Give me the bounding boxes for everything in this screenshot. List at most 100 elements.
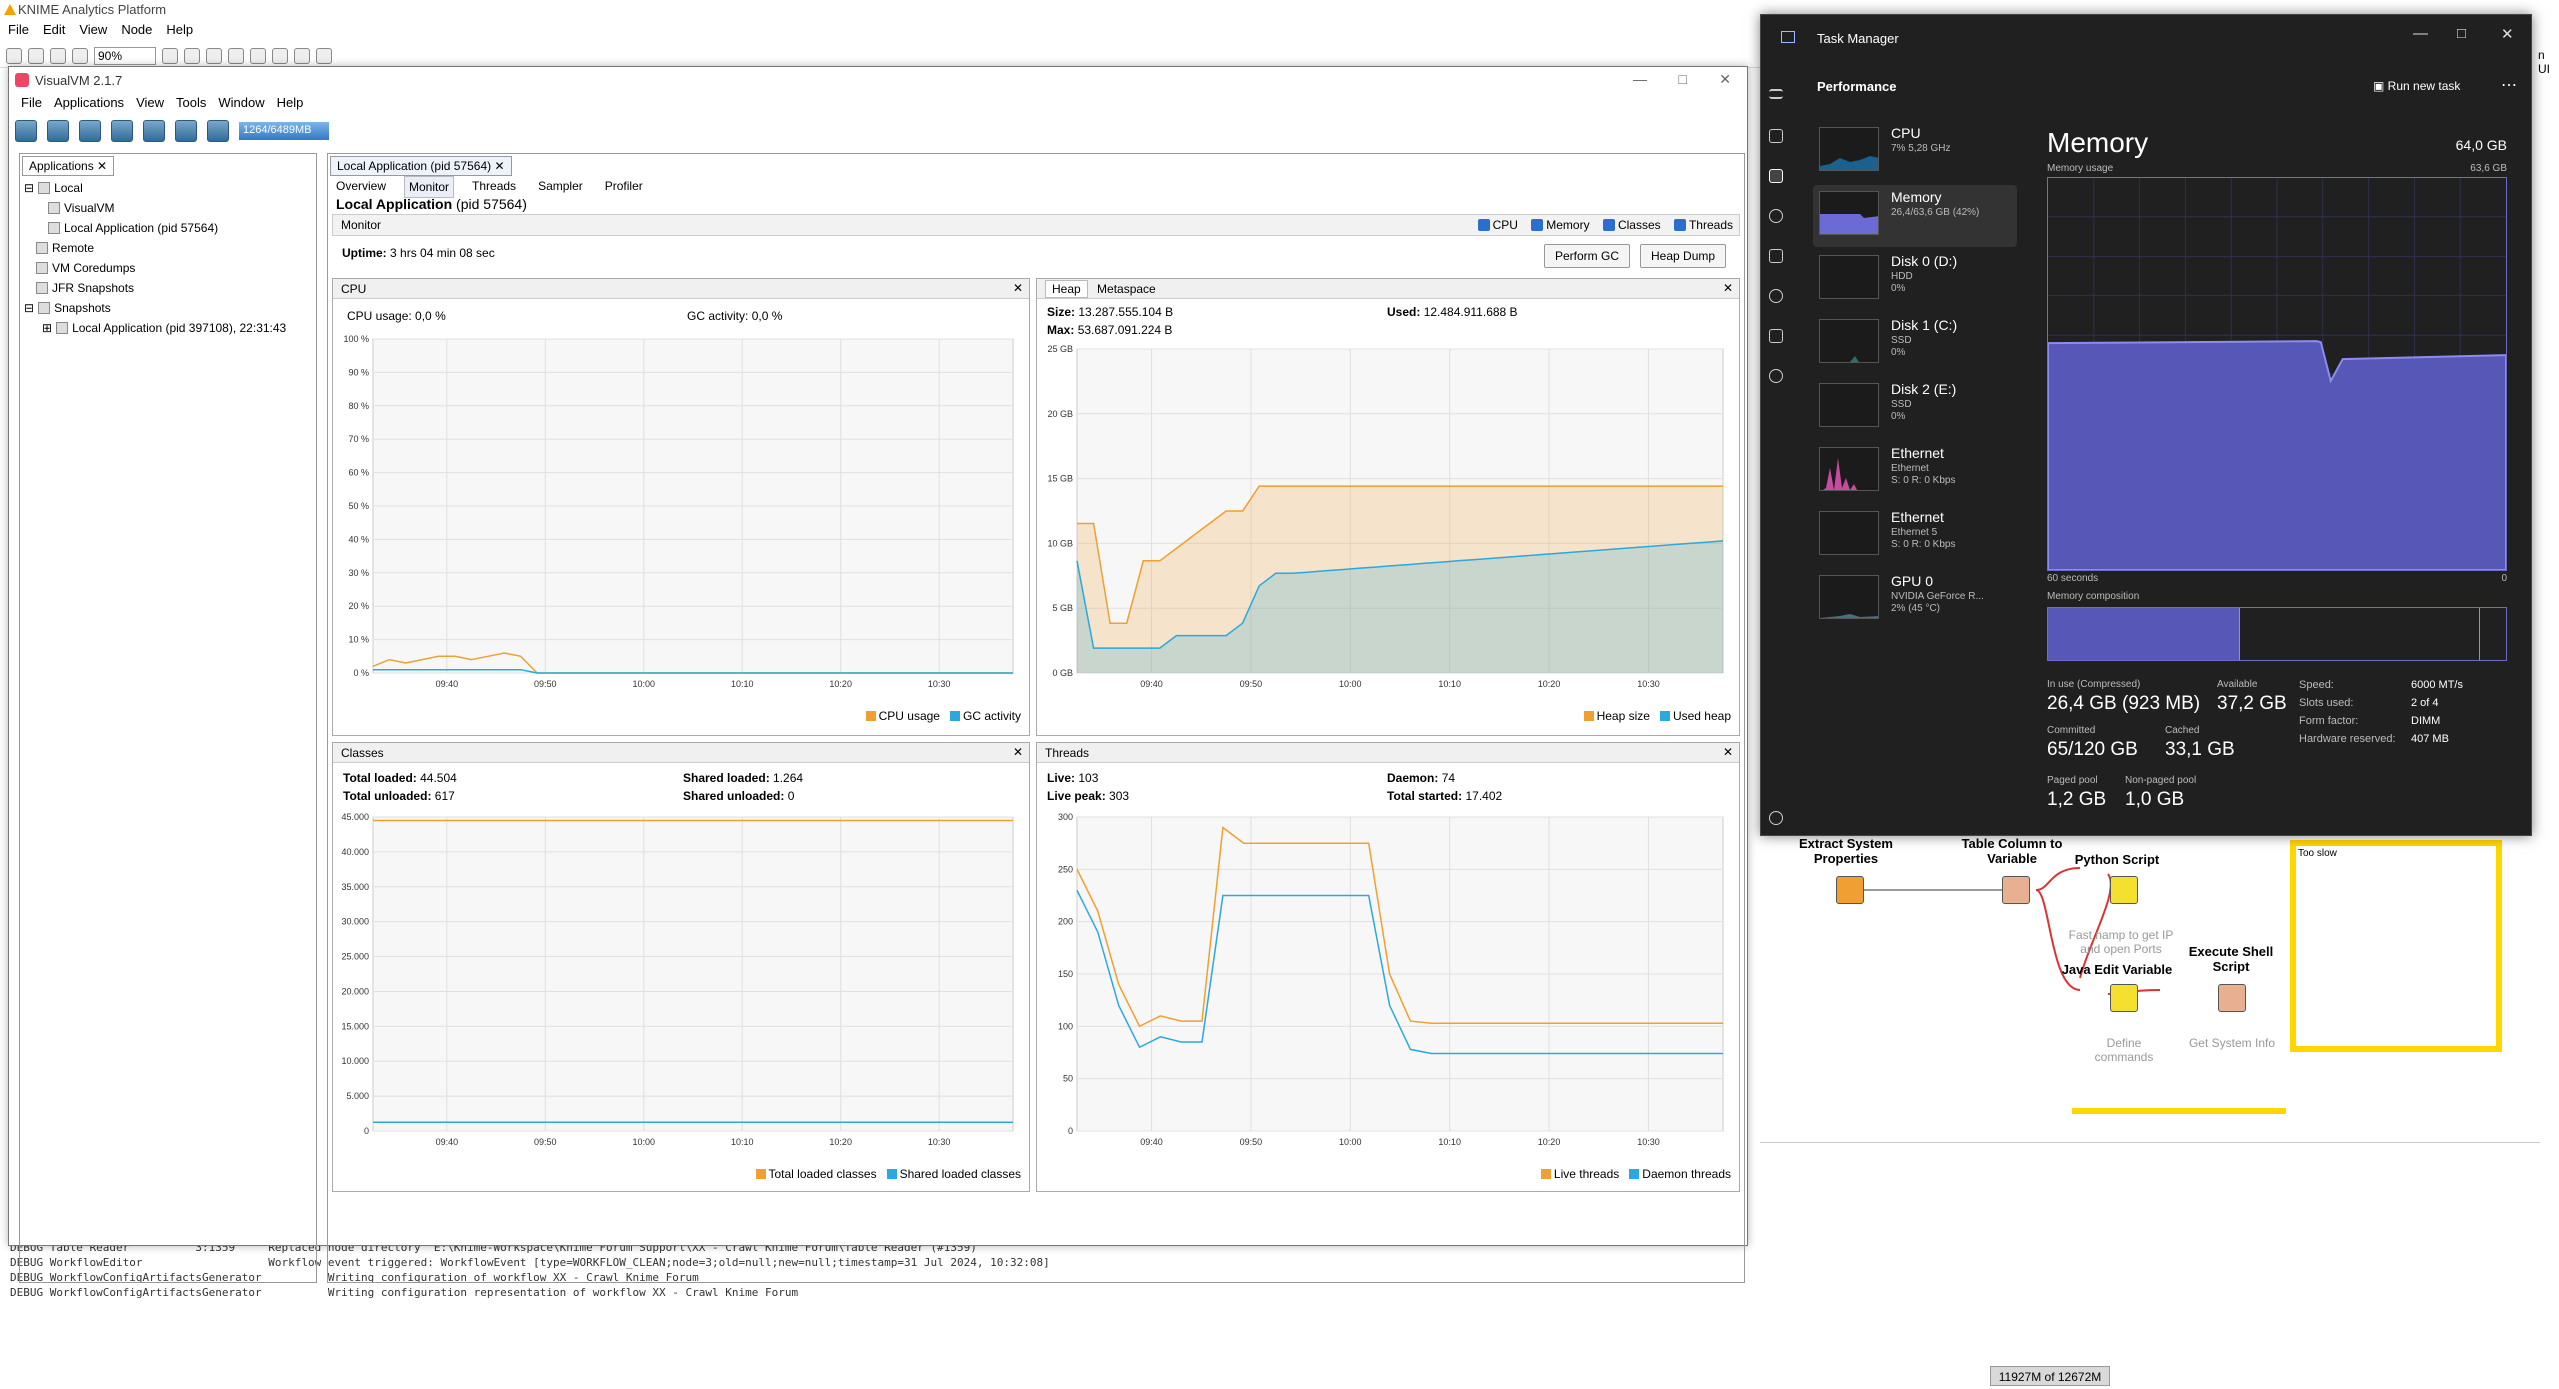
details-icon[interactable]: [1769, 329, 1783, 343]
startup-apps-icon[interactable]: [1769, 249, 1783, 263]
memory-checkbox[interactable]: [1531, 219, 1544, 231]
close-icon[interactable]: ✕: [1719, 71, 1731, 87]
zoom-select[interactable]: 90%: [94, 46, 156, 65]
perf-item-gpu0[interactable]: GPU 0 NVIDIA GeForce R... 2% (45 °C): [1813, 569, 2017, 631]
settings-icon[interactable]: [1769, 811, 1783, 825]
knime-menu-view[interactable]: View: [79, 22, 108, 37]
knime-menu-node[interactable]: Node: [121, 22, 153, 37]
snapshot-icon[interactable]: [175, 120, 197, 142]
classes-checkbox[interactable]: [1602, 219, 1615, 231]
minimize-icon[interactable]: —: [2413, 25, 2428, 42]
more-options-icon[interactable]: ⋯: [2501, 77, 2517, 94]
undo-icon[interactable]: [72, 47, 88, 64]
menu-help[interactable]: Help: [276, 95, 304, 110]
tree-item-vm-coredumps[interactable]: VM Coredumps: [24, 258, 286, 278]
threads-checkbox[interactable]: [1673, 219, 1686, 231]
reset-icon[interactable]: [316, 47, 332, 64]
document-tab[interactable]: Local Application (pid 57564) ✕: [330, 156, 512, 176]
disconnect-icon[interactable]: [228, 47, 244, 64]
heap-dump-button[interactable]: Heap Dump: [1640, 244, 1727, 268]
tab-threads[interactable]: Threads: [472, 179, 517, 193]
tree-item-remote[interactable]: Remote: [24, 238, 286, 258]
monitor-label: Monitor: [341, 218, 382, 232]
speed-value: 6000 MT/s: [2411, 679, 2463, 691]
heap-status[interactable]: 11927M of 12672M: [1990, 1366, 2110, 1386]
run-new-task-button[interactable]: ▣ Run new task: [2373, 79, 2461, 93]
cpu-checkbox[interactable]: [1477, 219, 1490, 231]
perf-item-disk0[interactable]: Disk 0 (D:) HDD 0%: [1813, 249, 2017, 311]
node-execute-shell-script[interactable]: [2218, 984, 2246, 1012]
hamburger-icon[interactable]: [1769, 89, 1783, 99]
memory-indicator[interactable]: 1264/6489MB: [239, 122, 329, 140]
node-table-column-to-variable[interactable]: [2002, 876, 2030, 904]
perf-item-name: Ethernet: [1891, 445, 1944, 461]
heap-dump-icon[interactable]: [111, 120, 133, 142]
execute-all-icon[interactable]: [272, 47, 288, 64]
knime-menu-edit[interactable]: Edit: [42, 22, 66, 37]
workflow-annotation[interactable]: Too slow: [2290, 840, 2502, 1052]
jfr-icon[interactable]: [207, 120, 229, 142]
perf-item-cpu[interactable]: CPU 7% 5,28 GHz: [1813, 121, 2017, 183]
save-all-icon[interactable]: [50, 47, 66, 64]
knime-menu-file[interactable]: File: [8, 22, 29, 37]
menu-file[interactable]: File: [21, 95, 42, 110]
close-icon[interactable]: ✕: [1012, 745, 1023, 759]
cancel-icon[interactable]: [294, 47, 310, 64]
tree-item-visualvm[interactable]: VisualVM: [24, 198, 286, 218]
tree-item-snapshot-app[interactable]: ⊞ Local Application (pid 397108), 22:31:4…: [24, 318, 286, 338]
stat-label: Live peak:: [1047, 789, 1106, 803]
users-icon[interactable]: [1769, 289, 1783, 303]
maximize-icon[interactable]: □: [2457, 25, 2467, 42]
thread-dump-icon[interactable]: [143, 120, 165, 142]
perf-item-memory[interactable]: Memory 26,4/63,6 GB (42%): [1813, 185, 2017, 247]
execute-icon[interactable]: [250, 47, 266, 64]
menu-tools[interactable]: Tools: [176, 95, 207, 110]
knime-menu-help[interactable]: Help: [166, 22, 194, 37]
tab-sampler[interactable]: Sampler: [538, 179, 583, 193]
heap-tab[interactable]: Heap: [1045, 280, 1088, 298]
tree-item-local-application[interactable]: Local Application (pid 57564): [24, 218, 286, 238]
close-icon[interactable]: ✕: [1012, 281, 1023, 295]
close-icon[interactable]: ✕: [1722, 745, 1733, 759]
new-workflow-icon[interactable]: [6, 47, 22, 64]
node-python-script[interactable]: [2110, 876, 2138, 904]
legend-swatch: [1583, 711, 1594, 721]
processes-icon[interactable]: [1769, 129, 1783, 143]
perf-item-disk1[interactable]: Disk 1 (C:) SSD 0%: [1813, 313, 2017, 375]
menu-window[interactable]: Window: [218, 95, 265, 110]
node-extract-system-properties[interactable]: [1836, 876, 1864, 904]
maximize-icon[interactable]: □: [1678, 71, 1687, 87]
services-icon[interactable]: [1769, 369, 1783, 383]
add-coredump-icon[interactable]: [79, 120, 101, 142]
metaspace-tab[interactable]: Metaspace: [1097, 282, 1156, 296]
tree-item-local[interactable]: ⊟ Local: [24, 178, 286, 198]
minimize-icon[interactable]: —: [1633, 71, 1647, 87]
menu-view[interactable]: View: [136, 95, 165, 110]
perf-item-ethernet[interactable]: Ethernet Ethernet S: 0 R: 0 Kbps: [1813, 441, 2017, 503]
close-icon[interactable]: ✕: [2501, 26, 2514, 43]
performance-icon[interactable]: [1769, 169, 1783, 183]
tab-overview[interactable]: Overview: [336, 179, 387, 193]
layout-icon[interactable]: [184, 47, 200, 64]
tree-item-snapshots[interactable]: ⊟ Snapshots: [24, 298, 286, 318]
save-icon[interactable]: [28, 47, 44, 64]
perf-item-disk2[interactable]: Disk 2 (E:) SSD 0%: [1813, 377, 2017, 439]
connect-icon[interactable]: [206, 47, 222, 64]
perf-item-ethernet5[interactable]: Ethernet Ethernet 5 S: 0 R: 0 Kbps: [1813, 505, 2017, 567]
menu-applications[interactable]: Applications: [53, 95, 125, 110]
y-tick-label: 5.000: [346, 1091, 369, 1101]
tab-monitor[interactable]: Monitor: [404, 176, 455, 198]
workflow-annotation-strip: [2072, 1108, 2286, 1114]
align-icon[interactable]: [162, 47, 178, 64]
in-use-value: 26,4 GB (923 MB): [2047, 693, 2201, 714]
applications-tab[interactable]: Applications ✕: [22, 156, 115, 176]
add-remote-icon[interactable]: [47, 120, 69, 142]
add-jmx-icon[interactable]: [15, 120, 37, 142]
perform-gc-button[interactable]: Perform GC: [1544, 244, 1631, 268]
y-tick-label: 50 %: [348, 501, 369, 511]
tree-item-jfr-snapshots[interactable]: JFR Snapshots: [24, 278, 286, 298]
tab-profiler[interactable]: Profiler: [604, 179, 643, 193]
app-history-icon[interactable]: [1769, 209, 1783, 223]
node-java-edit-variable[interactable]: [2110, 984, 2138, 1012]
close-icon[interactable]: ✕: [1722, 281, 1733, 295]
